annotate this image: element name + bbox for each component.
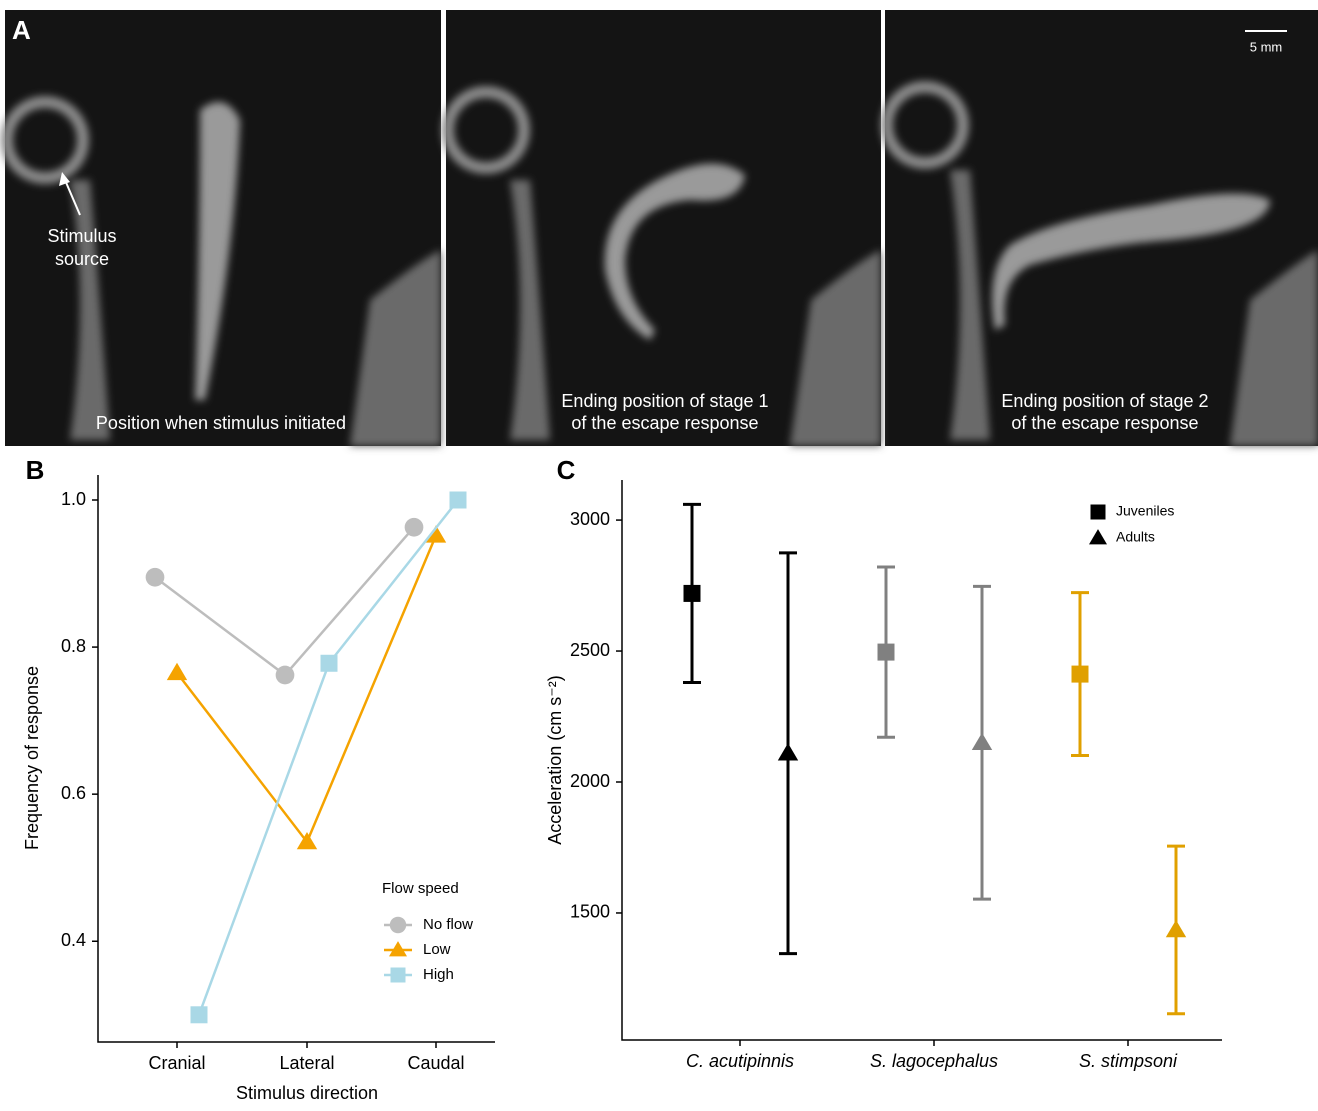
marker	[390, 917, 407, 934]
annotation: source	[55, 249, 109, 269]
annotation: Stimulus	[47, 226, 116, 246]
page: A 5 mm Stimulus source Position when sti…	[0, 0, 1318, 1111]
legend-label: Juveniles	[1116, 503, 1174, 519]
marker	[878, 644, 895, 661]
scale-label: 5 mm	[1250, 39, 1283, 54]
axes	[622, 480, 1222, 1040]
marker	[146, 568, 165, 587]
y-tick-label: 1.0	[61, 489, 86, 509]
y-tick-label: 2500	[570, 640, 610, 660]
y-tick-label: 1500	[570, 902, 610, 922]
photo-caption: Ending position of stage 1	[561, 391, 768, 411]
x-tick-label: S. stimpsoni	[1079, 1051, 1178, 1071]
marker	[1072, 666, 1089, 683]
x-tick-label: Lateral	[279, 1053, 334, 1073]
legend-label: No flow	[423, 916, 473, 933]
y-tick-label: 3000	[570, 509, 610, 529]
y-tick-label: 0.6	[61, 783, 86, 803]
panel-label: B	[26, 455, 45, 485]
figure: A 5 mm Stimulus source Position when sti…	[0, 0, 1318, 1106]
y-axis-label: Frequency of response	[22, 666, 42, 850]
legend-label: Low	[423, 941, 451, 958]
marker	[321, 655, 338, 672]
marker	[167, 663, 187, 680]
legend-label: High	[423, 966, 454, 983]
x-tick-label: Cranial	[148, 1053, 205, 1073]
legend-label: Adults	[1116, 529, 1155, 545]
panel-label: A	[12, 15, 31, 45]
panel-label: C	[557, 455, 576, 485]
y-axis-label: Acceleration (cm s⁻²)	[545, 675, 565, 845]
x-axis-label: Stimulus direction	[236, 1083, 378, 1103]
marker	[1166, 920, 1186, 937]
photo-caption: Position when stimulus initiated	[96, 413, 346, 433]
y-tick-label: 0.8	[61, 636, 86, 656]
marker	[450, 492, 467, 509]
x-tick-label: S. lagocephalus	[870, 1051, 998, 1071]
marker	[972, 733, 992, 750]
photo-caption: of the escape response	[1011, 413, 1198, 433]
series-line	[177, 535, 436, 842]
y-tick-label: 2000	[570, 771, 610, 791]
photo-caption: of the escape response	[571, 413, 758, 433]
marker	[391, 968, 406, 983]
x-tick-label: C. acutipinnis	[686, 1051, 794, 1071]
marker	[1091, 505, 1106, 520]
marker	[684, 585, 701, 602]
y-tick-label: 0.4	[61, 930, 86, 950]
marker	[191, 1006, 208, 1023]
marker	[276, 666, 295, 685]
series-line	[155, 527, 414, 675]
x-tick-label: Caudal	[407, 1053, 464, 1073]
marker	[1089, 529, 1107, 544]
legend-title: Flow speed	[382, 880, 459, 897]
photo-caption: Ending position of stage 2	[1001, 391, 1208, 411]
marker	[405, 518, 424, 537]
marker	[778, 743, 798, 760]
photos	[5, 10, 1318, 446]
